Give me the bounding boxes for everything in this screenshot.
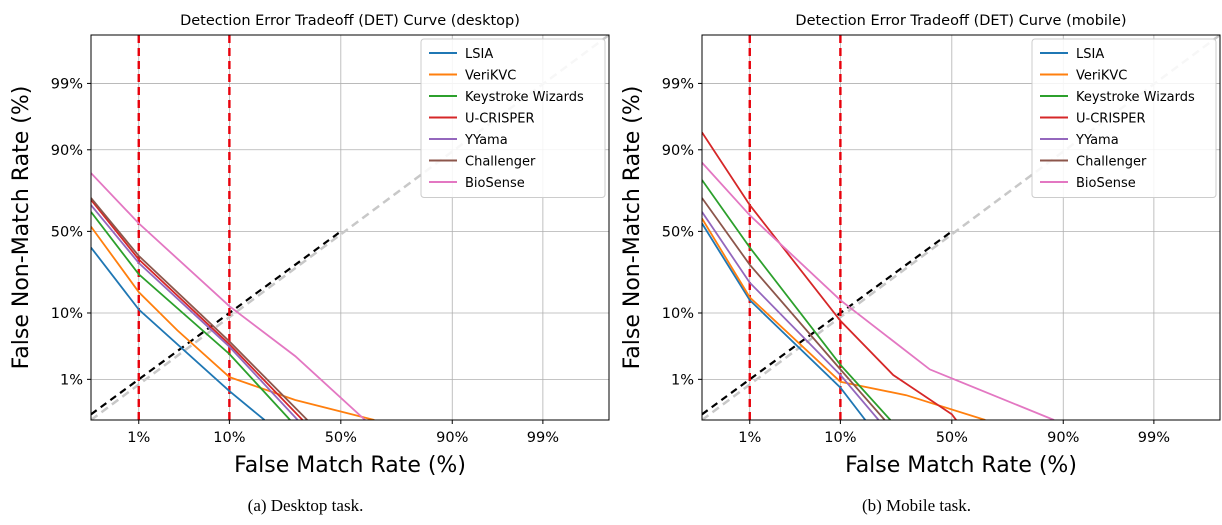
det-figure-mobile: Detection Error Tradeoff (DET) Curve (mo… — [611, 0, 1222, 525]
series-line — [91, 199, 304, 420]
x-tick-label: 10% — [213, 430, 245, 446]
det-figure-desktop: Detection Error Tradeoff (DET) Curve (de… — [9, 13, 610, 515]
y-tick-label: 1% — [60, 372, 83, 388]
y-axis-label: False Non-Match Rate (%) — [9, 86, 34, 370]
legend-label: Challenger — [1076, 155, 1147, 170]
x-tick-label: 50% — [936, 430, 968, 446]
y-axis-label: False Non-Match Rate (%) — [620, 86, 645, 370]
chart-title: Detection Error Tradeoff (DET) Curve (mo… — [795, 13, 1126, 29]
y-tick-label: 1% — [671, 372, 694, 388]
legend-label: U-CRISPER — [465, 112, 535, 127]
legend — [1031, 38, 1217, 198]
axes-frame — [90, 34, 610, 421]
chart-title: Detection Error Tradeoff (DET) Curve (de… — [180, 13, 520, 29]
legend-label: Keystroke Wizards — [1076, 90, 1195, 105]
x-tick-label: 90% — [436, 430, 468, 446]
series-line — [91, 211, 291, 420]
y-tick-label: 99% — [662, 76, 694, 92]
series-line — [91, 197, 308, 420]
series-line — [91, 204, 299, 420]
legend-label: LSIA — [1076, 47, 1104, 62]
series-line — [702, 222, 867, 420]
y-tick-label: 90% — [662, 143, 694, 159]
y-tick-label: 99% — [51, 76, 83, 92]
x-axis-label: False Match Rate (%) — [845, 453, 1077, 478]
legend-label: LSIA — [465, 47, 493, 62]
legend-label: VeriKVC — [1076, 69, 1127, 84]
y-tick-label: 50% — [662, 224, 694, 240]
legend-label: YYama — [464, 133, 508, 148]
x-tick-label: 99% — [1138, 430, 1170, 446]
series-line — [91, 246, 266, 420]
axes-frame — [701, 34, 1221, 421]
legend-label: U-CRISPER — [1076, 112, 1146, 127]
figure-caption: (b) Mobile task. — [861, 496, 972, 515]
x-tick-label: 10% — [824, 430, 856, 446]
x-axis-label: False Match Rate (%) — [234, 453, 466, 478]
series-line — [702, 211, 880, 420]
series-line — [91, 172, 366, 420]
x-tick-label: 1% — [738, 430, 761, 446]
y-tick-label: 50% — [51, 224, 83, 240]
legend — [420, 38, 606, 198]
x-tick-label: 50% — [325, 430, 357, 446]
series-line — [702, 179, 892, 420]
series-line — [91, 226, 375, 420]
series-line — [702, 161, 1055, 420]
x-tick-label: 99% — [527, 430, 559, 446]
y-tick-label: 10% — [51, 306, 83, 322]
series-line — [702, 218, 986, 420]
eer-diagonal — [91, 230, 342, 416]
det-chart-desktop: Detection Error Tradeoff (DET) Curve (de… — [9, 13, 610, 478]
eer-diagonal — [702, 230, 953, 416]
legend-label: BioSense — [1076, 176, 1136, 191]
legend-label: YYama — [1075, 133, 1119, 148]
legend-label: BioSense — [465, 176, 525, 191]
series-line — [702, 131, 957, 420]
x-tick-label: 1% — [127, 430, 150, 446]
legend-label: VeriKVC — [465, 69, 516, 84]
figure-caption: (a) Desktop task. — [247, 496, 364, 515]
y-tick-label: 90% — [51, 143, 83, 159]
series-line — [702, 197, 886, 420]
legend-label: Keystroke Wizards — [465, 90, 584, 105]
y-tick-label: 10% — [662, 306, 694, 322]
legend-label: Challenger — [465, 155, 536, 170]
det-chart-mobile: Detection Error Tradeoff (DET) Curve (mo… — [620, 13, 1221, 478]
x-tick-label: 90% — [1047, 430, 1079, 446]
